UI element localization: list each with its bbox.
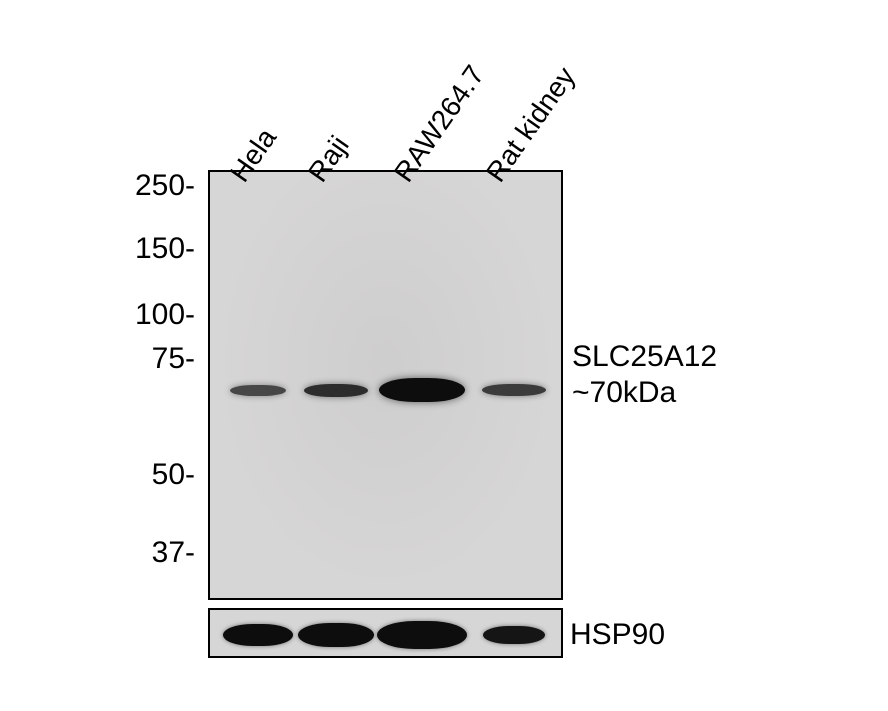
mw-marker-label: 50-: [105, 458, 195, 492]
mw-marker-label: 37-: [105, 536, 195, 570]
target-band: [379, 378, 465, 402]
main-blot-membrane: [208, 170, 563, 600]
lane-label: Rat kidney: [480, 61, 582, 188]
target-band: [304, 384, 368, 397]
target-band: [482, 384, 546, 396]
target-protein-label: SLC25A12: [572, 340, 717, 374]
loading-control-membrane: [208, 608, 563, 658]
loading-band: [298, 623, 374, 647]
target-band: [230, 385, 286, 396]
mw-marker-label: 250-: [105, 169, 195, 203]
loading-band: [377, 621, 467, 649]
mw-marker-label: 100-: [105, 298, 195, 332]
loading-control-label: HSP90: [570, 618, 665, 652]
loading-band: [483, 626, 545, 644]
mw-marker-label: 75-: [105, 342, 195, 376]
target-mw-label: ~70kDa: [572, 376, 676, 410]
lane-label: RAW264.7: [388, 60, 491, 188]
loading-band: [223, 624, 293, 646]
western-blot-figure: SLC25A12 ~70kDa HSP90 HelaRajiRAW264.7Ra…: [0, 0, 888, 711]
mw-marker-label: 150-: [105, 232, 195, 266]
